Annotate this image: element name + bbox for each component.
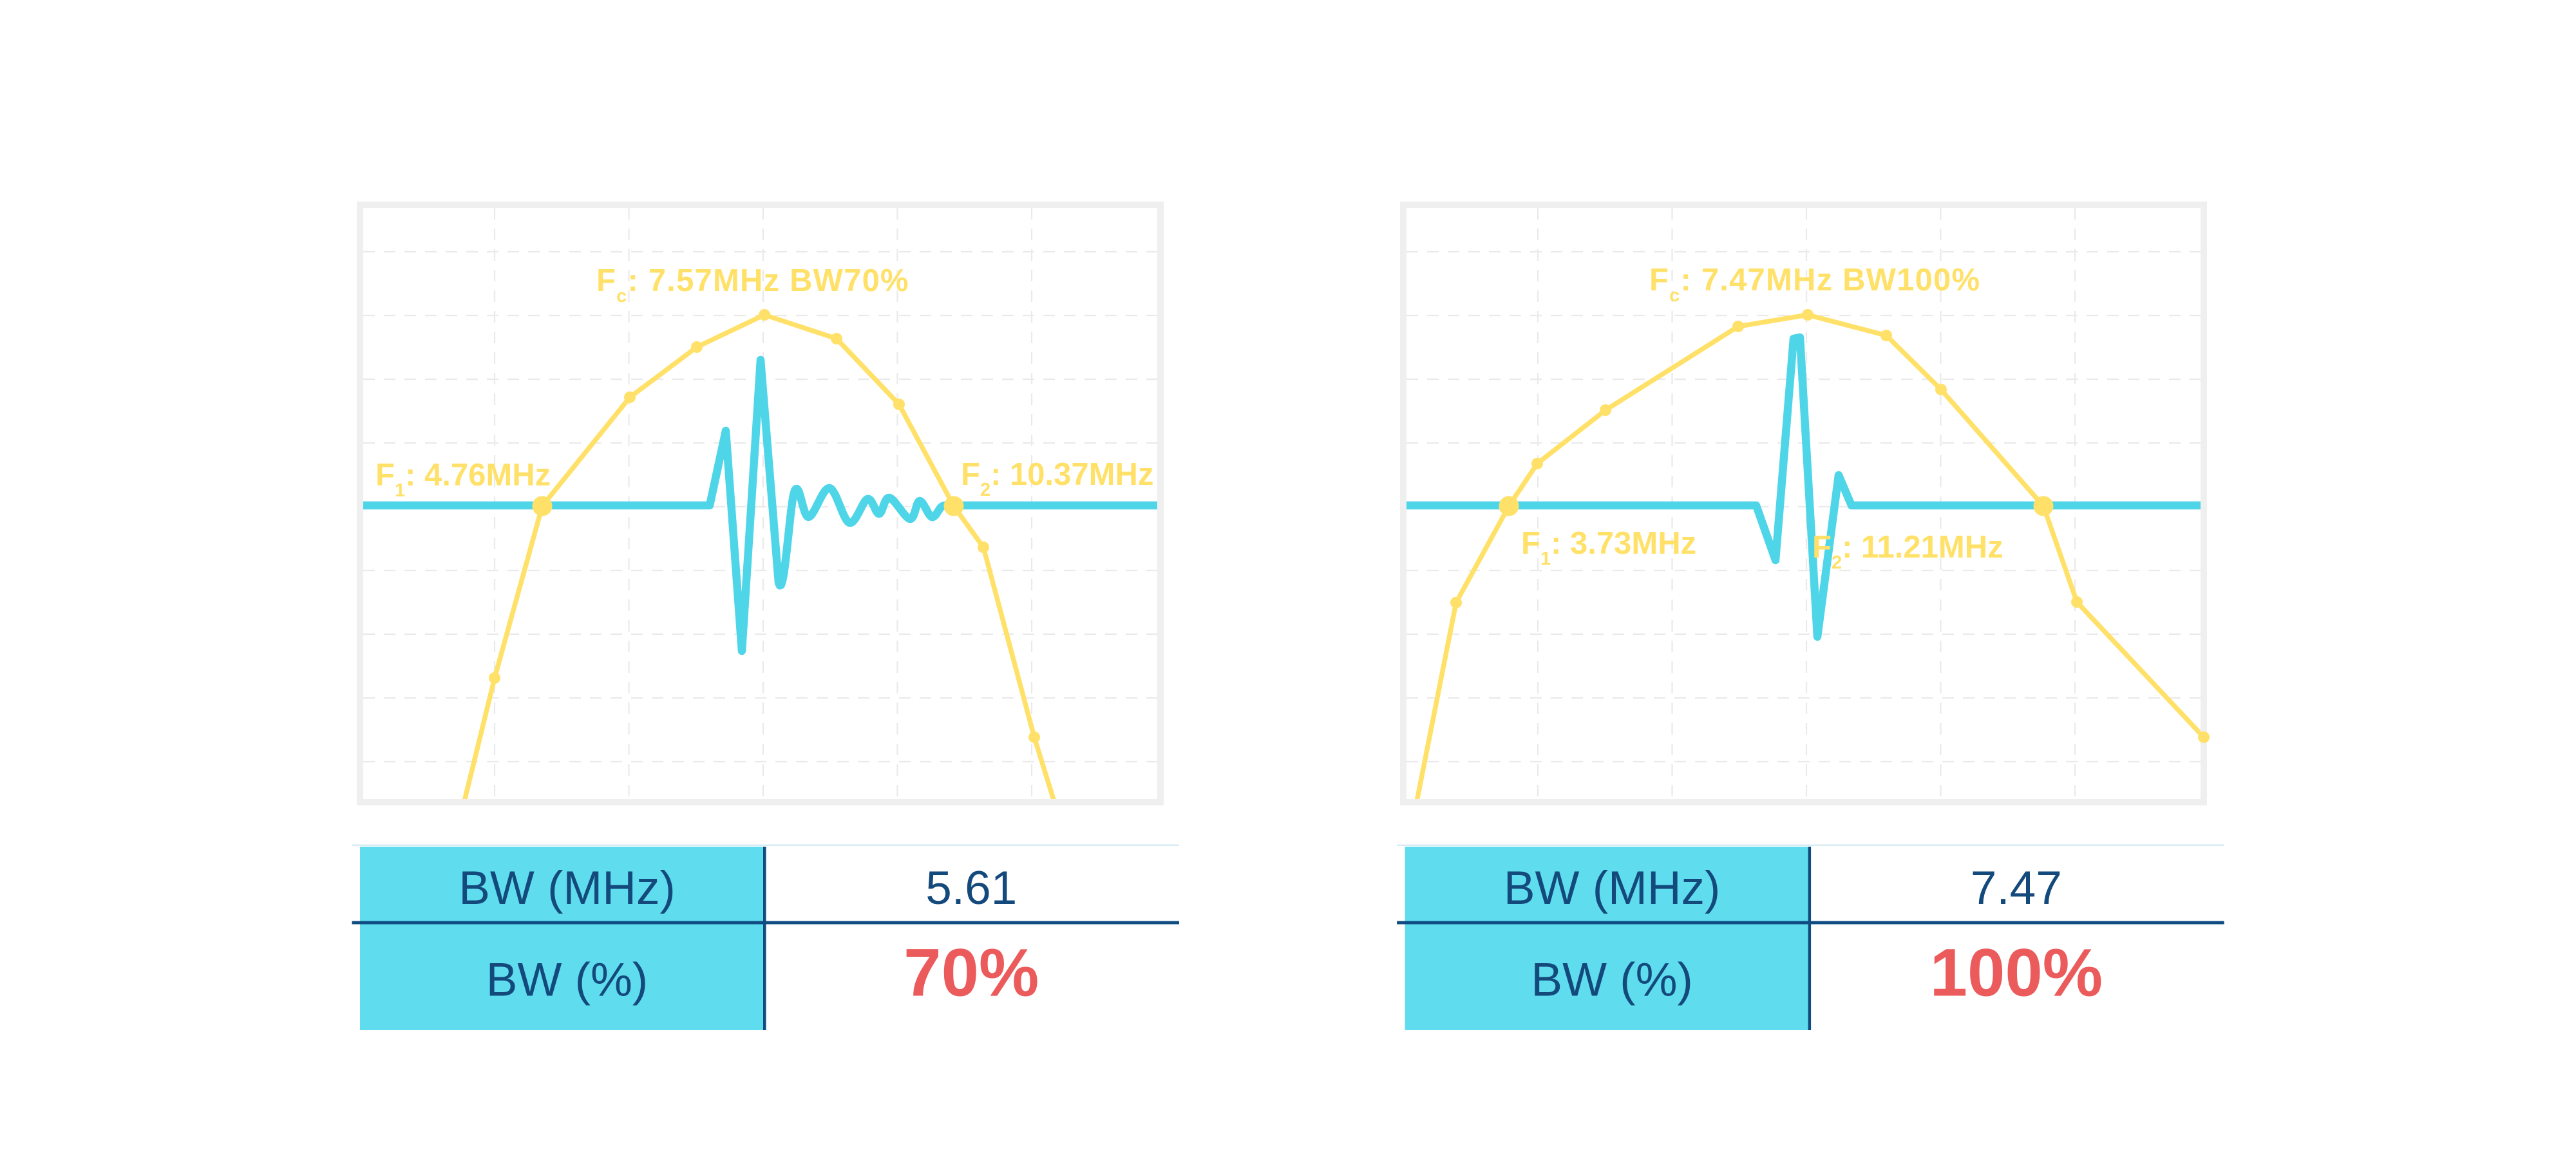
- svg-text:5.61: 5.61: [925, 862, 1017, 914]
- svg-text:100%: 100%: [1930, 936, 2103, 1011]
- svg-text:BW (MHz): BW (MHz): [459, 862, 676, 914]
- svg-text:BW (%): BW (%): [1531, 954, 1692, 1006]
- svg-text:7.47: 7.47: [1971, 862, 2062, 914]
- svg-text:BW (%): BW (%): [486, 954, 648, 1006]
- svg-text:70%: 70%: [904, 936, 1039, 1011]
- svg-text:BW (MHz): BW (MHz): [1504, 862, 1721, 914]
